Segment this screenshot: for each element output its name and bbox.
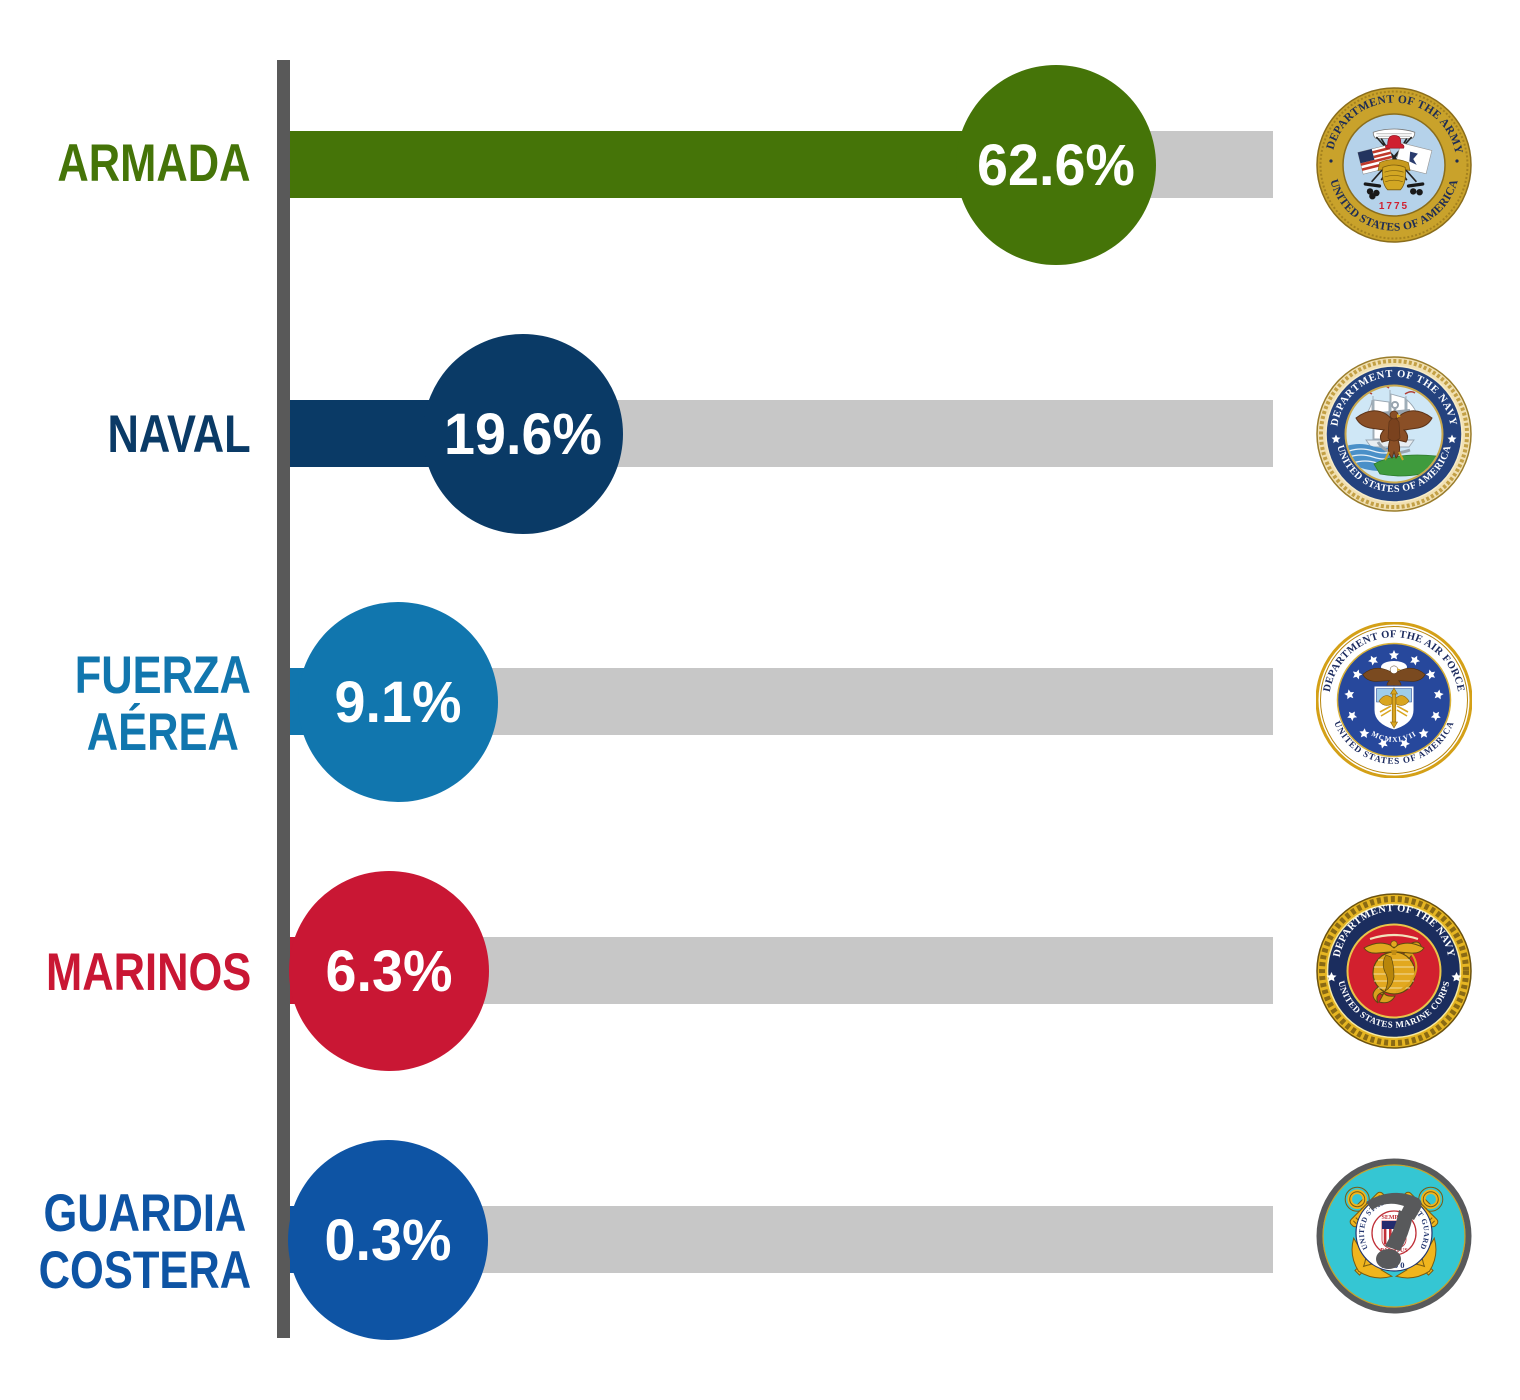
svg-text:1775: 1775 [1379,201,1409,212]
svg-text:SEMPER: SEMPER [1381,1215,1407,1221]
